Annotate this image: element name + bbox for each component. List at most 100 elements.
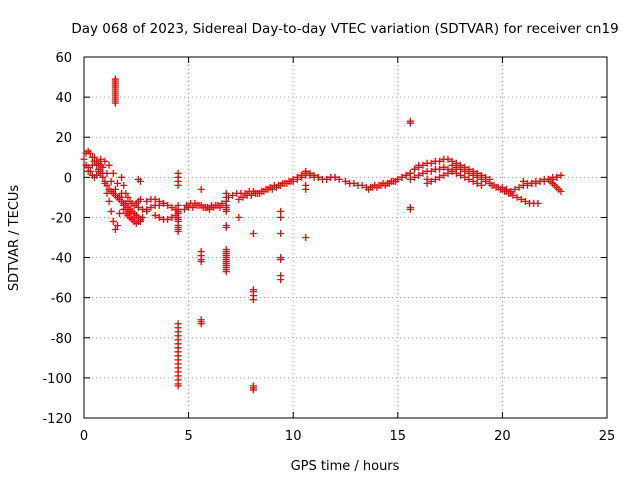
data-point [134,203,142,211]
data-point [394,175,402,183]
x-tick-label: 25 [599,429,616,444]
series-col_4.5b [174,320,182,390]
data-point [427,177,435,185]
data-point [218,199,226,207]
data-markers [80,75,565,394]
data-point [103,189,111,197]
series-arc24 [519,171,565,187]
y-tick-label: -60 [51,292,72,307]
data-point [120,181,128,189]
data-point [436,173,444,181]
data-point [124,193,132,201]
data-point [293,175,301,183]
data-point [143,205,151,213]
series-isolated_e [406,117,431,213]
data-point [448,167,456,175]
data-point [398,173,406,181]
data-point [174,223,182,231]
data-point [277,213,285,221]
data-point [229,191,237,199]
data-point [513,193,521,201]
data-point [509,191,517,199]
data-point [113,179,121,187]
y-tick-label: 40 [55,91,72,106]
data-point [224,193,232,201]
data-point [465,175,473,183]
y-tick-label: 60 [55,51,72,66]
data-point [151,211,159,219]
data-point [180,205,188,213]
data-point [365,185,373,193]
data-point [277,181,285,189]
data-point [183,201,191,209]
data-point [118,173,126,181]
data-point [84,167,92,175]
data-point [101,157,109,165]
data-point [511,185,519,193]
data-point [111,185,119,193]
y-tick-label: 20 [55,131,72,146]
data-point [191,199,199,207]
data-point [406,175,414,183]
data-point [461,167,469,175]
y-tick-label: -20 [51,211,72,226]
data-point [113,221,121,229]
data-point [222,207,230,215]
data-point [335,175,343,183]
data-point [203,203,211,211]
data-point [86,149,94,157]
data-point [440,163,448,171]
data-point [189,203,197,211]
data-point [103,181,111,189]
data-point [90,153,98,161]
data-point [411,173,419,181]
data-point [95,159,103,167]
data-point [147,203,155,211]
data-point [534,199,542,207]
series-isolated_c [235,207,285,392]
y-tick-label: 0 [64,171,72,186]
data-point [323,175,331,183]
y-tick-label: -80 [51,332,72,347]
data-point [155,213,163,221]
series-arc25 [544,175,565,195]
data-point [419,169,427,177]
data-point [419,161,427,169]
data-point [482,177,490,185]
data-point [436,157,444,165]
data-point [423,179,431,187]
data-point [298,171,306,179]
data-point [457,171,465,179]
data-point [88,161,96,169]
series-arc15 [298,169,343,183]
data-point [136,177,144,185]
data-point [235,213,243,221]
data-point [302,185,310,193]
data-point [469,177,477,185]
data-point [101,177,109,185]
series-arc11 [183,199,224,211]
series-arc18 [398,155,465,181]
data-point [143,197,151,205]
data-point [260,187,268,195]
axes: 0 5 10 15 20 25 -120 -100 -80 -60 -40 -20 0 20 40 60 [42,51,615,444]
data-point [557,171,565,179]
series-isolated_d [249,167,310,394]
data-point [350,179,358,187]
data-point [174,209,182,217]
data-point [122,189,130,197]
data-point [256,189,264,197]
data-point [515,183,523,191]
data-point [105,197,113,205]
data-point [498,183,506,191]
data-point [212,201,220,209]
data-point [159,199,167,207]
data-point [277,256,285,264]
data-point [174,181,182,189]
data-point [109,169,117,177]
data-point [136,195,144,203]
data-point [473,173,481,181]
x-tick-label: 5 [184,429,192,444]
data-point [120,205,128,213]
data-point [492,183,500,191]
